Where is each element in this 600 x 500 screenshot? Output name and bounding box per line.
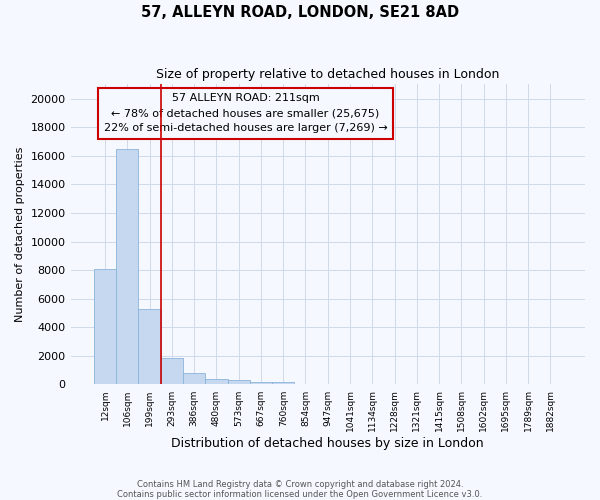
- Bar: [94, 270, 116, 384]
- Bar: [205, 379, 227, 384]
- Text: 57, ALLEYN ROAD, LONDON, SE21 8AD: 57, ALLEYN ROAD, LONDON, SE21 8AD: [141, 5, 459, 20]
- Bar: [161, 358, 183, 384]
- Title: Size of property relative to detached houses in London: Size of property relative to detached ho…: [156, 68, 499, 80]
- Bar: [183, 374, 205, 384]
- Bar: [250, 382, 272, 384]
- Bar: [139, 308, 161, 384]
- Bar: [272, 382, 295, 384]
- Text: Contains HM Land Registry data © Crown copyright and database right 2024.
Contai: Contains HM Land Registry data © Crown c…: [118, 480, 482, 499]
- Text: 57 ALLEYN ROAD: 211sqm
← 78% of detached houses are smaller (25,675)
22% of semi: 57 ALLEYN ROAD: 211sqm ← 78% of detached…: [104, 94, 388, 133]
- Bar: [227, 380, 250, 384]
- Y-axis label: Number of detached properties: Number of detached properties: [15, 147, 25, 322]
- X-axis label: Distribution of detached houses by size in London: Distribution of detached houses by size …: [172, 437, 484, 450]
- Bar: [116, 148, 139, 384]
